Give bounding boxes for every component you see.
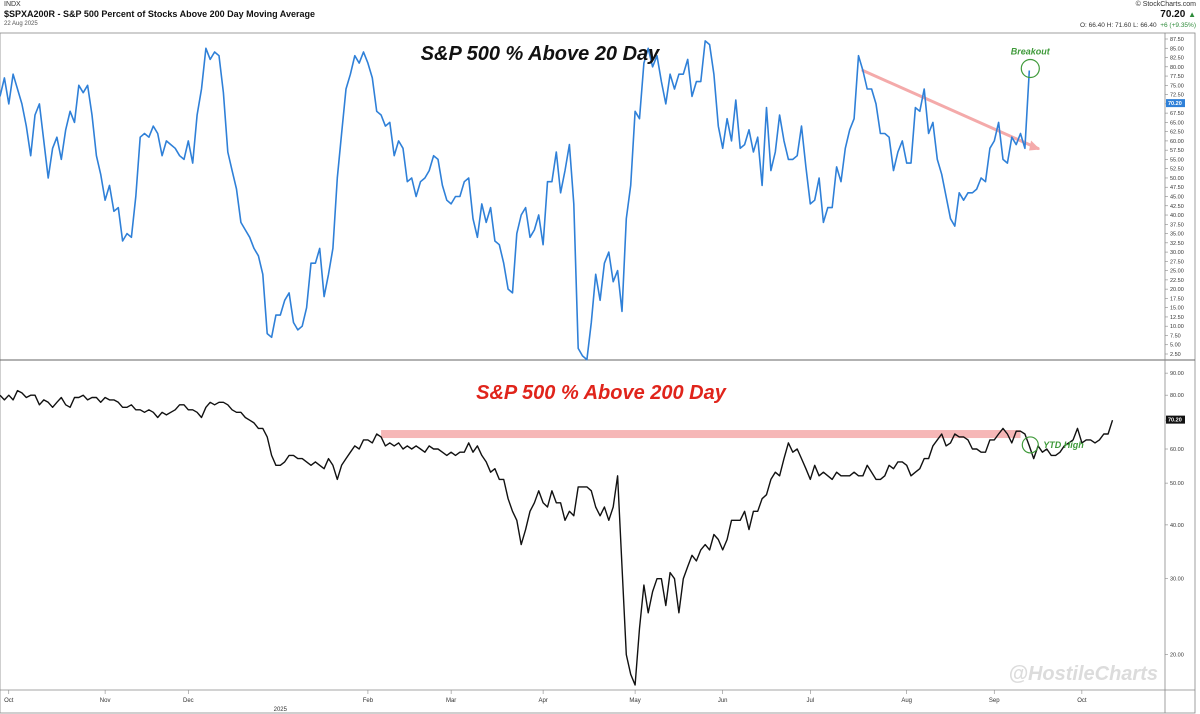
last-price-value: 70.20 xyxy=(1160,9,1186,20)
y-tick-label: 65.00 xyxy=(1170,120,1184,126)
y-tick-label: 62.50 xyxy=(1170,130,1184,136)
chart-frame xyxy=(0,32,1196,714)
top-series-line xyxy=(0,40,1031,361)
y-tick-label: 40.00 xyxy=(1170,523,1184,529)
x-tick-label: Oct xyxy=(1077,698,1087,704)
x-tick-label: Aug xyxy=(901,698,912,704)
bottom-y-axis: 90.0080.0070.0060.0050.0040.0030.0020.00… xyxy=(1165,371,1185,659)
up-triangle-icon: ▲ xyxy=(1188,10,1196,19)
y-tick-label: 15.00 xyxy=(1170,306,1184,312)
y-tick-label: 25.00 xyxy=(1170,269,1184,275)
copyright-label: © StockCharts.com xyxy=(1135,1,1196,8)
bottom-price-tag-label: 70.20 xyxy=(1168,418,1182,424)
y-tick-label: 75.00 xyxy=(1170,83,1184,89)
y-tick-label: 55.00 xyxy=(1170,157,1184,163)
ohlc-readout: O: 66.40 H: 71.60 L: 66.40 +6 (+9.35%) xyxy=(1080,22,1196,29)
y-tick-label: 80.00 xyxy=(1170,65,1184,71)
y-tick-label: 47.50 xyxy=(1170,185,1184,191)
x-tick-label: Jul xyxy=(806,698,814,704)
y-tick-label: 60.00 xyxy=(1170,139,1184,145)
y-tick-label: 82.50 xyxy=(1170,56,1184,62)
x-tick-label: Oct xyxy=(4,698,14,704)
ohlc-values: O: 66.40 H: 71.60 L: 66.40 xyxy=(1079,22,1157,29)
price-change: +6 (+9.35%) xyxy=(1160,22,1196,29)
y-tick-label: 52.50 xyxy=(1170,167,1184,173)
top-y-axis: 87.5085.0082.5080.0077.5075.0072.5070.00… xyxy=(1165,37,1185,358)
top-price-tag-label: 70.20 xyxy=(1168,101,1182,107)
top-price-tag: 70.20 xyxy=(1166,99,1185,108)
y-tick-label: 67.50 xyxy=(1170,111,1184,117)
watermark: @HostileCharts xyxy=(1008,663,1158,685)
y-tick-label: 77.50 xyxy=(1170,74,1184,80)
x-axis: Oct Nov Dec Feb Mar Apr May Jun Jul Aug Sep Oct 2025 xyxy=(4,690,1087,713)
top-price-tag-box xyxy=(1166,99,1185,108)
chart-symbol-title: $SPXA200R - S&P 500 Percent of Stocks Ab… xyxy=(4,9,315,19)
ytd-high-circle-marker xyxy=(1021,436,1039,454)
y-tick-label: 60.00 xyxy=(1170,447,1184,453)
y-tick-label: 45.00 xyxy=(1170,195,1184,201)
x-tick-label: Apr xyxy=(538,698,547,704)
y-tick-label: 37.50 xyxy=(1170,222,1184,228)
x-tick-label: Sep xyxy=(989,698,1000,704)
y-tick-label: 40.00 xyxy=(1170,213,1184,219)
y-tick-label: 27.50 xyxy=(1170,259,1184,265)
bottom-price-tag: 70.20 xyxy=(1166,415,1185,424)
trendline-arrowhead xyxy=(1029,140,1041,151)
chart-header: INDX $SPXA200R - S&P 500 Percent of Stoc… xyxy=(0,0,1200,32)
y-tick-label: 30.00 xyxy=(1170,250,1184,256)
breakout-circle-marker xyxy=(1020,58,1040,79)
y-tick-label: 12.50 xyxy=(1170,315,1184,321)
y-tick-label: 7.50 xyxy=(1170,333,1181,339)
bottom-price-tag-box xyxy=(1166,415,1185,424)
y-tick-label: 22.50 xyxy=(1170,278,1184,284)
exchange-label: INDX xyxy=(4,1,21,8)
y-tick-label: 10.00 xyxy=(1170,324,1184,330)
last-price: 70.20 ▲ xyxy=(1160,9,1196,20)
top-panel-title: S&P 500 % Above 20 Day xyxy=(421,43,661,65)
y-tick-label: 72.50 xyxy=(1170,93,1184,99)
descending-trendline xyxy=(861,69,1040,150)
x-tick-label: Feb xyxy=(363,698,374,704)
y-tick-label: 30.00 xyxy=(1170,577,1184,583)
y-tick-label: 5.00 xyxy=(1170,343,1181,349)
y-tick-label: 87.50 xyxy=(1170,37,1184,43)
y-tick-label: 2.50 xyxy=(1170,352,1181,358)
y-tick-label: 35.00 xyxy=(1170,232,1184,238)
y-tick-label: 85.00 xyxy=(1170,46,1184,52)
breakout-annotation: Breakout xyxy=(1011,47,1051,57)
y-tick-label: 20.00 xyxy=(1170,287,1184,293)
ytd-high-annotation: YTD High xyxy=(1043,440,1084,450)
y-tick-label: 90.00 xyxy=(1170,371,1184,377)
y-tick-label: 50.00 xyxy=(1170,481,1184,487)
x-tick-label: May xyxy=(629,698,640,704)
x-tick-label: Mar xyxy=(446,698,456,704)
chart-date: 22 Aug 2025 xyxy=(4,21,38,27)
y-tick-label: 80.00 xyxy=(1170,393,1184,399)
bottom-panel-title: S&P 500 % Above 200 Day xyxy=(476,382,727,404)
y-tick-label: 42.50 xyxy=(1170,204,1184,210)
y-tick-label: 57.50 xyxy=(1170,148,1184,154)
y-tick-label: 20.00 xyxy=(1170,653,1184,659)
y-tick-label: 17.50 xyxy=(1170,296,1184,302)
x-year-label: 2025 xyxy=(274,707,288,713)
x-tick-label: Jun xyxy=(718,698,728,704)
y-tick-label: 50.00 xyxy=(1170,176,1184,182)
bottom-series-line xyxy=(0,389,1114,686)
y-tick-label: 32.50 xyxy=(1170,241,1184,247)
ytd-high-resistance-band xyxy=(381,430,1021,439)
x-tick-label: Nov xyxy=(100,698,111,704)
x-tick-label: Dec xyxy=(183,698,194,704)
